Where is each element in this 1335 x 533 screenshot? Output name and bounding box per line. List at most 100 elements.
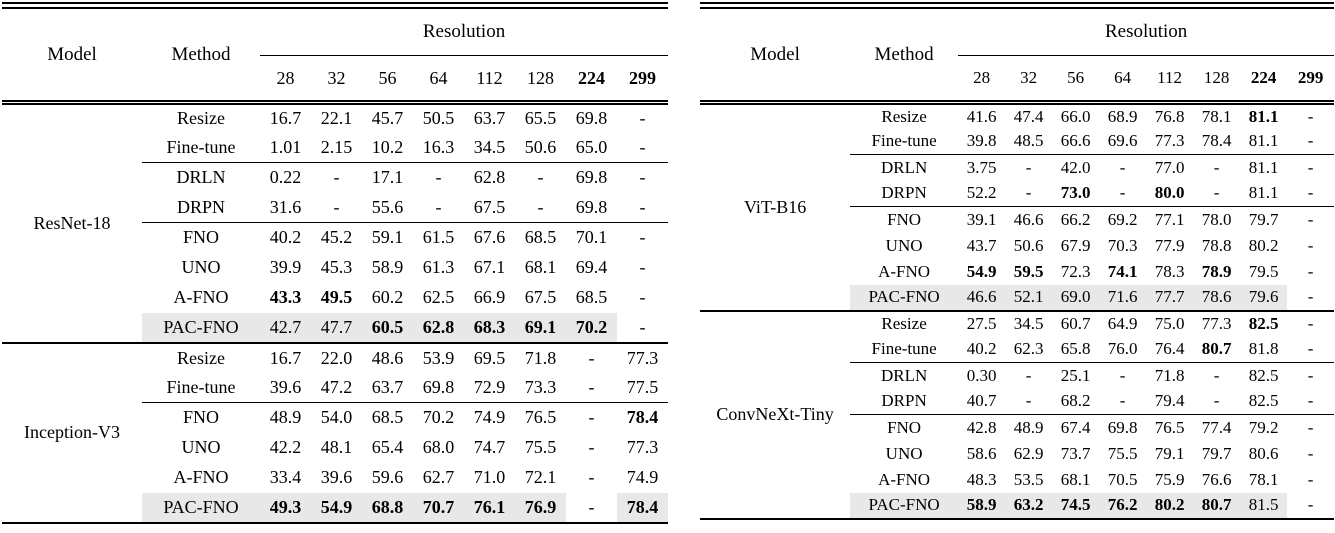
value-cell: - xyxy=(1099,180,1147,207)
method-cell: UNO xyxy=(885,235,923,255)
value-cell: 62.9 xyxy=(1013,443,1044,463)
method-cell: FNO xyxy=(887,209,922,229)
table-row: A-FNO 33.4 39.6 59.6 62.7 71.0 72.1 - 74.9 xyxy=(2,463,668,493)
value-cell: 2.15 xyxy=(311,132,362,163)
value-cell: 69.8 xyxy=(575,108,608,129)
value-cell: 78.6 xyxy=(1193,284,1241,312)
value-cell: 69.1 xyxy=(515,312,566,344)
table-row: A-FNO 48.3 53.5 68.1 70.5 75.9 76.6 78.1 - xyxy=(700,467,1334,493)
value-cell: 77.0 xyxy=(1154,157,1185,177)
value-cell: 55.6 xyxy=(362,192,413,223)
value-cell: - xyxy=(1307,106,1314,126)
value-cell: 66.9 xyxy=(473,287,506,307)
value-cell: 68.8 xyxy=(362,492,413,523)
value-cell: 78.9 xyxy=(1201,261,1232,281)
value-cell: - xyxy=(1005,180,1053,207)
method-cell: DRPN xyxy=(142,192,260,223)
value-cell: 61.3 xyxy=(422,257,455,277)
table-row: DRPN 31.6-55.6-67.5-69.8- xyxy=(2,192,669,223)
value-cell: - xyxy=(588,496,595,517)
table-row: FNO 39.1 46.6 66.2 69.2 77.1 78.0 79.7 - xyxy=(700,207,1334,233)
method-cell: FNO xyxy=(182,227,219,248)
method-cell: UNO xyxy=(181,437,221,457)
method-cell: PAC-FNO xyxy=(142,312,260,344)
value-cell: 48.3 xyxy=(966,469,997,489)
value-cell: - xyxy=(617,192,669,223)
value-cell: - xyxy=(617,312,669,344)
value-cell: - xyxy=(1307,235,1314,255)
value-cell: 78.0 xyxy=(1201,209,1232,229)
method-cell: Fine-tune xyxy=(142,132,260,163)
value-cell: 1.01 xyxy=(260,132,311,163)
value-cell: 50.5 xyxy=(422,108,455,129)
value-cell: 47.2 xyxy=(311,372,362,403)
value-cell: 73.0 xyxy=(1052,180,1100,207)
value-cell: 39.1 xyxy=(966,209,997,229)
value-cell: 68.0 xyxy=(422,437,455,457)
value-cell: 60.2 xyxy=(371,287,404,307)
table-row: DRPN 40.7-68.2-79.4-82.5- xyxy=(700,388,1335,415)
value-cell: 81.1 xyxy=(1248,106,1279,126)
value-cell: 65.0 xyxy=(566,132,617,163)
table-row: UNO 39.9 45.3 58.9 61.3 67.1 68.1 69.4 - xyxy=(2,253,668,283)
value-cell: 50.6 xyxy=(1013,235,1044,255)
value-cell: - xyxy=(588,347,595,368)
value-cell: 47.4 xyxy=(1013,106,1044,126)
method-cell: DRLN xyxy=(880,365,928,385)
header-row: Model Method Resolution xyxy=(700,5,1335,105)
value-cell: 0.30 xyxy=(966,365,997,385)
value-cell: - xyxy=(588,467,595,487)
results-table-left: Model Method Resolution 28 32 56 64 112 128 224 29… xyxy=(2,2,669,524)
resolution-tick: 299 xyxy=(617,55,669,105)
value-cell: 60.5 xyxy=(362,312,413,344)
value-cell: 68.9 xyxy=(1107,106,1138,126)
value-cell: 59.1 xyxy=(371,227,404,248)
value-cell: 67.9 xyxy=(1060,235,1091,255)
table-row: FNO 42.8 48.9 67.4 69.8 76.5 77.4 79.2 - xyxy=(700,415,1334,441)
value-cell: 42.7 xyxy=(260,312,311,344)
value-cell: - xyxy=(1307,209,1314,229)
value-cell: 69.0 xyxy=(1052,284,1100,312)
value-cell: 76.1 xyxy=(464,492,515,523)
value-cell: 49.5 xyxy=(320,287,353,307)
value-cell: - xyxy=(1025,365,1032,385)
model-cell: ViT-B16 xyxy=(700,102,851,312)
value-cell: - xyxy=(1213,365,1220,385)
value-cell: - xyxy=(1307,365,1314,385)
value-cell: 79.7 xyxy=(1201,443,1232,463)
table-row: Fine-tune 39.8 48.5 66.6 69.6 77.3 78.4 81.1- xyxy=(700,128,1335,155)
value-cell: 67.4 xyxy=(1060,417,1091,437)
value-cell: 66.0 xyxy=(1060,106,1091,126)
value-cell: 69.6 xyxy=(1099,128,1147,155)
value-cell: 82.5 xyxy=(1248,365,1279,385)
value-cell: - xyxy=(1213,157,1220,177)
value-cell: 58.6 xyxy=(966,443,997,463)
column-header-method: Method xyxy=(850,5,959,105)
value-cell: - xyxy=(537,167,544,188)
value-cell: 66.2 xyxy=(1060,209,1091,229)
column-header-resolution: Resolution xyxy=(260,5,669,56)
value-cell: 80.7 xyxy=(1193,336,1241,363)
value-cell: 41.6 xyxy=(966,106,997,126)
table-row: Fine-tune 40.2 62.3 65.8 76.0 76.4 80.7 81.8- xyxy=(700,336,1335,363)
value-cell: 66.6 xyxy=(1052,128,1100,155)
value-cell: 22.0 xyxy=(320,347,353,368)
table-row: UNO 42.2 48.1 65.4 68.0 74.7 75.5 - 77.3 xyxy=(2,433,668,463)
value-cell: 77.3 xyxy=(626,437,659,457)
value-cell: 75.9 xyxy=(1154,469,1185,489)
value-cell: 78.8 xyxy=(1201,235,1232,255)
value-cell: 76.0 xyxy=(1099,336,1147,363)
table-row: DRLN 3.75 - 42.0 - 77.0 - 81.1 - xyxy=(700,155,1334,181)
value-cell: 52.1 xyxy=(1005,284,1053,312)
value-cell: 39.8 xyxy=(958,128,1006,155)
value-cell: - xyxy=(1287,128,1335,155)
value-cell: 43.7 xyxy=(966,235,997,255)
value-cell: 68.2 xyxy=(1052,388,1100,415)
value-cell: - xyxy=(515,192,566,223)
value-cell: 77.1 xyxy=(1154,209,1185,229)
value-cell: - xyxy=(1287,336,1335,363)
value-cell: 63.2 xyxy=(1005,492,1053,519)
value-cell: 39.6 xyxy=(260,372,311,403)
value-cell: 78.1 xyxy=(1248,469,1279,489)
value-cell: - xyxy=(1307,417,1314,437)
